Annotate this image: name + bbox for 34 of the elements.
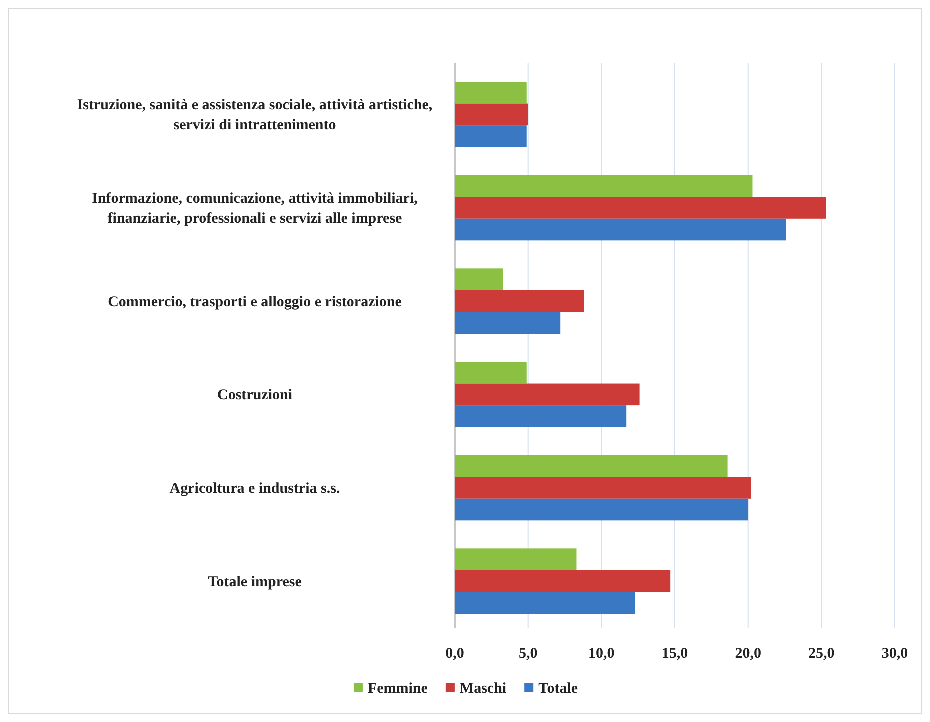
legend-label: Femmine xyxy=(368,681,428,697)
x-tick-label: 0,0 xyxy=(446,646,464,662)
bar xyxy=(455,197,826,219)
bar xyxy=(455,126,527,148)
bar xyxy=(455,477,752,499)
bar xyxy=(455,406,627,428)
legend-label: Maschi xyxy=(460,681,507,697)
legend-label: Totale xyxy=(538,681,578,697)
bar xyxy=(455,384,640,406)
bar xyxy=(455,218,786,241)
y-tick-label: Totale imprese xyxy=(208,574,302,590)
bar xyxy=(455,104,528,126)
bar xyxy=(455,290,584,312)
bar xyxy=(455,570,671,592)
bar xyxy=(455,312,561,334)
y-tick-label: Istruzione, sanità e assistenza sociale, attività artistiche, servizi di intrattenimento xyxy=(77,98,433,134)
x-tick-label: 10,0 xyxy=(588,646,615,662)
bar xyxy=(455,82,527,104)
bar xyxy=(455,268,504,290)
bar xyxy=(455,362,527,384)
x-tick-label: 30,0 xyxy=(882,646,908,662)
y-tick-label: Commercio, trasporti e alloggio e ristorazione xyxy=(108,294,402,310)
bar xyxy=(455,548,577,570)
x-tick-label: 20,0 xyxy=(735,646,762,662)
bar xyxy=(455,498,748,521)
bar xyxy=(455,175,753,198)
bar xyxy=(455,592,636,614)
y-tick-label: Informazione, comunicazione, attività immobiliari, finanziarie, professionali e servizi alle imprese xyxy=(92,191,418,227)
x-tick-label: 5,0 xyxy=(518,646,538,662)
bar xyxy=(455,455,728,478)
y-tick-label: Agricoltura e industria s.s. xyxy=(170,481,340,497)
x-tick-label: 25,0 xyxy=(808,646,835,662)
x-tick-label: 15,0 xyxy=(662,646,688,662)
y-tick-label: Costruzioni xyxy=(218,388,292,404)
